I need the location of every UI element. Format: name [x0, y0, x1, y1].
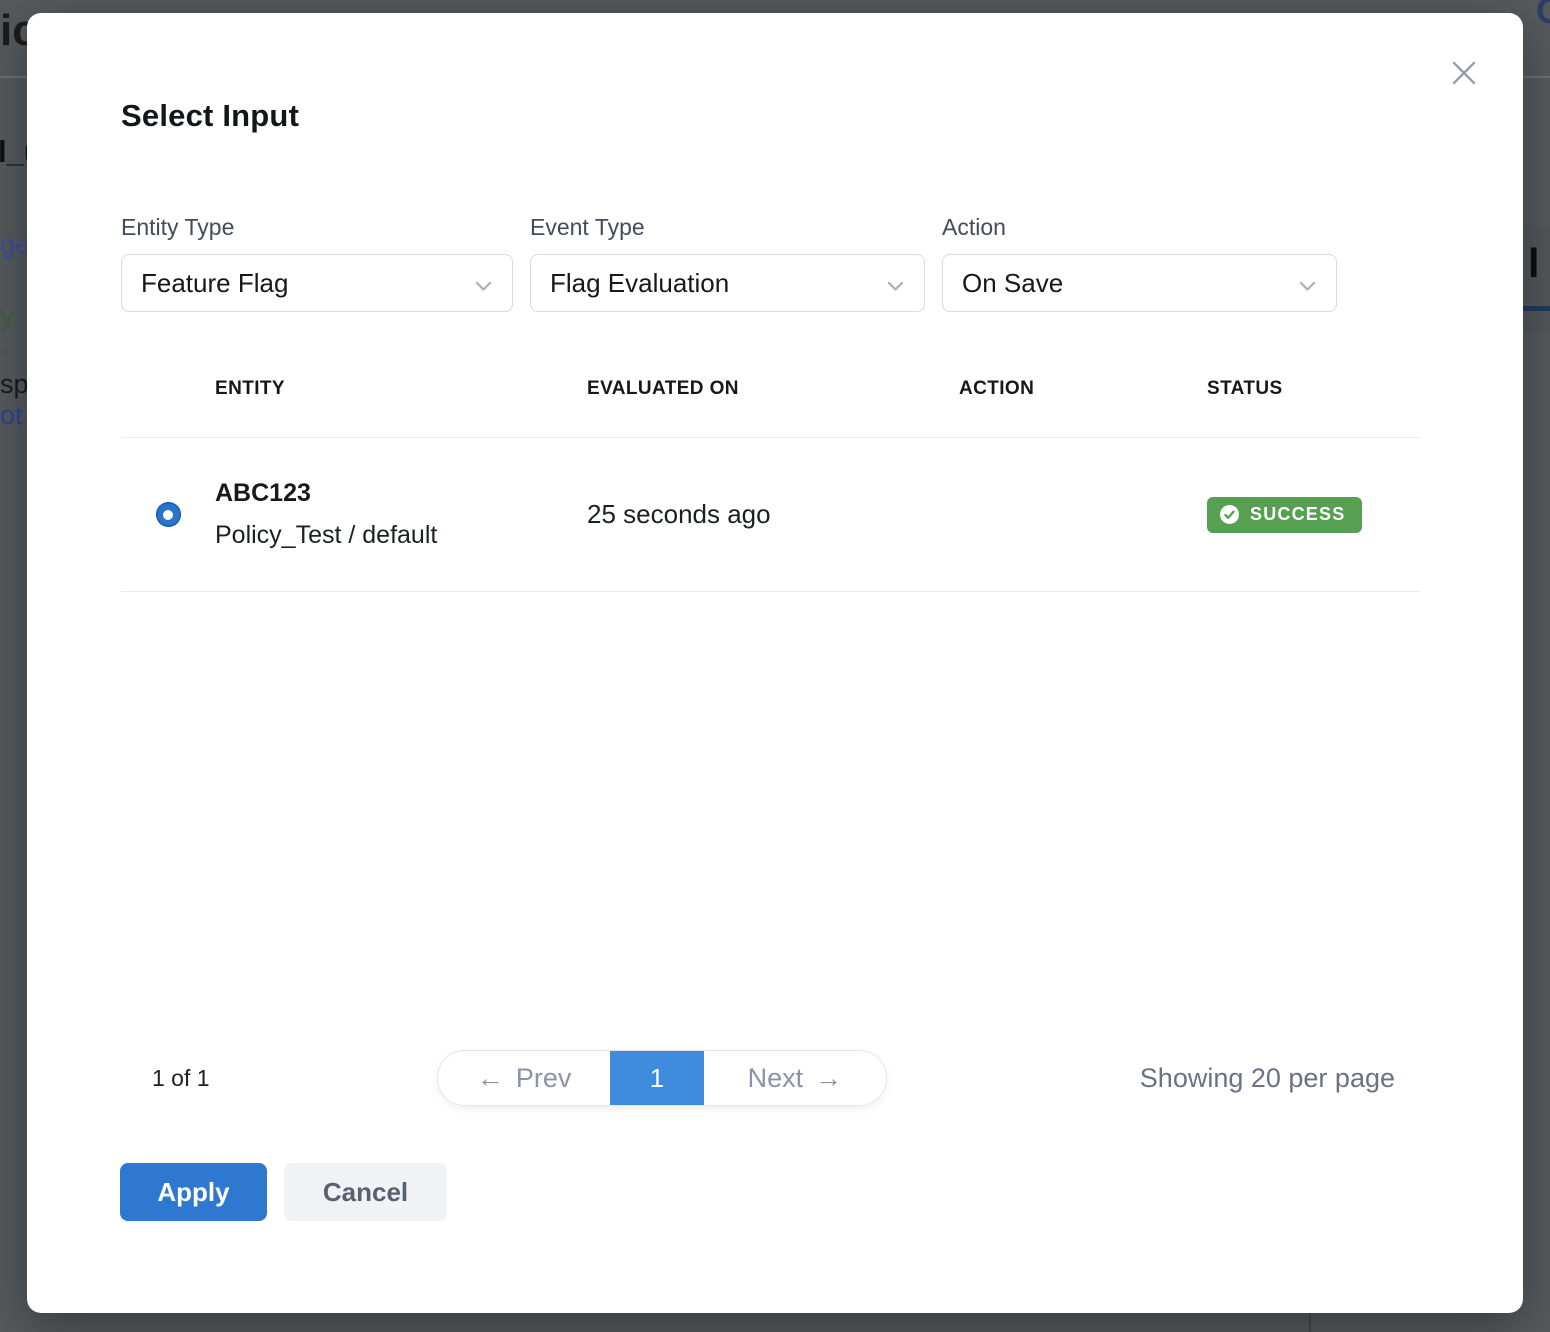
background-code-fragment: y: [0, 301, 14, 331]
status-cell: SUCCESS: [1207, 496, 1420, 533]
arrow-left-icon: ←: [476, 1062, 504, 1093]
next-page-button[interactable]: Next →: [703, 1051, 886, 1105]
table-row[interactable]: ABC123 Policy_Test / default 25 seconds …: [121, 437, 1420, 592]
event-type-value: Flag Evaluation: [550, 267, 730, 298]
entity-type-value: Feature Flag: [141, 267, 289, 298]
background-top-right-fragment: C: [1536, 0, 1550, 31]
entity-column-header: ENTITY: [215, 378, 285, 399]
radio-selected[interactable]: [155, 502, 181, 527]
entity-cell: ABC123 Policy_Test / default: [215, 479, 587, 550]
background-vertical-divider: [1309, 1313, 1311, 1332]
prev-label: Prev: [515, 1062, 572, 1093]
background-tab-band: [1523, 226, 1550, 332]
page-summary: 1 of 1: [152, 1065, 210, 1091]
entity-type-filter: Entity Type Feature Flag: [121, 214, 513, 312]
action-value: On Save: [962, 267, 1064, 298]
status-badge: SUCCESS: [1207, 496, 1363, 533]
close-icon: [1448, 57, 1480, 92]
entity-name: ABC123: [215, 479, 311, 507]
event-type-select[interactable]: Flag Evaluation: [530, 254, 925, 312]
background-code-fragment: ot: [0, 400, 23, 430]
status-column-header: STATUS: [1207, 378, 1283, 399]
row-radio-cell: [121, 502, 215, 527]
action-label: Action: [942, 214, 1006, 240]
entity-type-select[interactable]: Feature Flag: [121, 254, 513, 312]
background-code-fragment: .: [2, 330, 10, 360]
cancel-button[interactable]: Cancel: [284, 1163, 447, 1221]
action-select[interactable]: On Save: [942, 254, 1337, 312]
event-type-label: Event Type: [530, 214, 645, 240]
evaluated-on-column-header: EVALUATED ON: [587, 378, 739, 399]
status-text: SUCCESS: [1250, 504, 1346, 524]
prev-page-button[interactable]: ← Prev: [438, 1051, 611, 1105]
check-circle-icon: [1220, 505, 1239, 524]
entity-type-label: Entity Type: [121, 214, 235, 240]
modal-actions: Apply Cancel: [120, 1163, 447, 1221]
action-filter: Action On Save: [942, 214, 1337, 312]
background-tab-fragment: l: [1528, 240, 1540, 286]
evaluated-on-value: 25 seconds ago: [587, 499, 771, 529]
background-code-fragment: ge: [0, 229, 31, 259]
apply-button[interactable]: Apply: [120, 1163, 267, 1221]
close-button[interactable]: [1448, 58, 1480, 90]
background-code-fragment: sp: [0, 369, 29, 399]
page-1-button[interactable]: 1: [610, 1051, 704, 1105]
results-table: ENTITY EVALUATED ON ACTION STATUS ABC123…: [121, 378, 1420, 592]
next-label: Next: [747, 1062, 804, 1093]
pagination-bar: 1 of 1 ← Prev 1 Next → Showing 20 per pa…: [121, 1050, 1421, 1106]
filter-bar: Entity Type Feature Flag Event Type Flag…: [121, 214, 1421, 312]
entity-subtitle: Policy_Test / default: [215, 521, 438, 549]
table-header: ENTITY EVALUATED ON ACTION STATUS: [121, 378, 1420, 437]
action-column-header: ACTION: [959, 378, 1035, 399]
background-tab-underline: [1523, 306, 1550, 311]
pager: ← Prev 1 Next →: [437, 1050, 887, 1106]
chevron-down-icon: [1299, 268, 1316, 299]
event-type-filter: Event Type Flag Evaluation: [530, 214, 925, 312]
select-input-modal: Select Input Entity Type Feature Flag Ev…: [27, 13, 1523, 1313]
modal-title: Select Input: [121, 98, 300, 133]
evaluated-on-cell: 25 seconds ago: [587, 499, 959, 530]
arrow-right-icon: →: [815, 1062, 843, 1093]
per-page-indicator: Showing 20 per page: [1139, 1063, 1395, 1093]
chevron-down-icon: [475, 268, 492, 299]
chevron-down-icon: [887, 268, 904, 299]
